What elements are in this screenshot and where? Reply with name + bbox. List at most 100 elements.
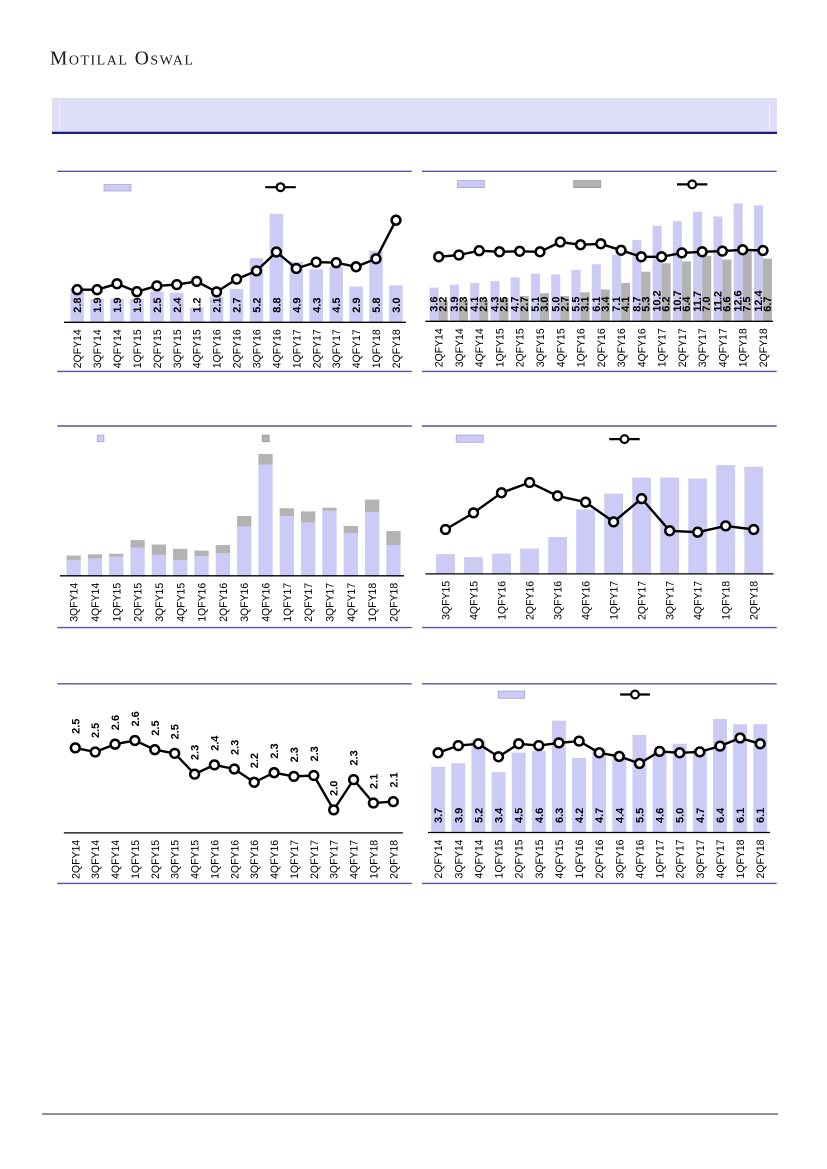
svg-text:3QFY15: 3QFY15 xyxy=(534,840,546,879)
svg-text:2QFY16: 2QFY16 xyxy=(594,840,606,879)
svg-text:4.7: 4.7 xyxy=(594,808,606,823)
svg-text:3QFY16: 3QFY16 xyxy=(239,583,251,622)
svg-text:1QFY17: 1QFY17 xyxy=(657,328,669,367)
svg-text:2QFY18: 2QFY18 xyxy=(758,328,770,367)
svg-text:4QFY16: 4QFY16 xyxy=(581,581,593,620)
svg-text:2.5: 2.5 xyxy=(170,724,182,739)
svg-text:4QFY16: 4QFY16 xyxy=(636,328,648,367)
svg-text:3QFY14: 3QFY14 xyxy=(69,583,81,622)
svg-text:2.5: 2.5 xyxy=(498,297,510,312)
svg-text:1QFY16: 1QFY16 xyxy=(574,840,586,879)
svg-text:4QFY17: 4QFY17 xyxy=(346,583,358,622)
svg-text:3QFY16: 3QFY16 xyxy=(616,328,628,367)
svg-text:2QFY17: 2QFY17 xyxy=(303,583,315,622)
svg-text:4QFY16: 4QFY16 xyxy=(634,840,646,879)
svg-text:1.9: 1.9 xyxy=(132,298,144,313)
svg-text:1QFY18: 1QFY18 xyxy=(735,840,747,879)
svg-text:4.1: 4.1 xyxy=(620,297,632,312)
svg-text:2.8: 2.8 xyxy=(72,298,84,313)
svg-text:4QFY17: 4QFY17 xyxy=(693,581,705,620)
svg-text:1QFY15: 1QFY15 xyxy=(494,840,506,879)
svg-text:5.8: 5.8 xyxy=(371,298,383,313)
svg-text:3QFY14: 3QFY14 xyxy=(453,840,465,879)
svg-text:1QFY17: 1QFY17 xyxy=(609,581,621,620)
svg-text:4.9: 4.9 xyxy=(291,298,303,313)
svg-text:4QFY17: 4QFY17 xyxy=(717,328,729,367)
svg-text:6.1: 6.1 xyxy=(755,808,767,823)
svg-text:4.6: 4.6 xyxy=(534,808,546,823)
svg-text:3.0: 3.0 xyxy=(391,298,403,313)
svg-text:3QFY15: 3QFY15 xyxy=(172,329,184,368)
svg-text:4QFY15: 4QFY15 xyxy=(554,840,566,879)
svg-text:2.7: 2.7 xyxy=(519,297,531,312)
svg-text:3QFY17: 3QFY17 xyxy=(324,583,336,622)
svg-text:2.3: 2.3 xyxy=(458,297,470,312)
svg-text:1QFY17: 1QFY17 xyxy=(289,840,301,879)
svg-text:3.6: 3.6 xyxy=(429,297,441,312)
svg-text:1QFY16: 1QFY16 xyxy=(497,581,509,620)
svg-text:7.1: 7.1 xyxy=(611,297,623,312)
svg-text:2.1: 2.1 xyxy=(388,772,400,787)
svg-text:4QFY16: 4QFY16 xyxy=(271,329,283,368)
svg-text:4QFY15: 4QFY15 xyxy=(469,581,481,620)
svg-text:2.1: 2.1 xyxy=(212,298,224,313)
svg-text:2QFY18: 2QFY18 xyxy=(388,840,400,879)
svg-text:1.9: 1.9 xyxy=(92,298,104,313)
svg-text:2QFY14: 2QFY14 xyxy=(70,840,82,879)
svg-text:3QFY15: 3QFY15 xyxy=(154,583,166,622)
svg-text:7.5: 7.5 xyxy=(742,297,754,312)
svg-text:1.9: 1.9 xyxy=(112,298,124,313)
svg-text:2QFY16: 2QFY16 xyxy=(218,583,230,622)
svg-text:6.2: 6.2 xyxy=(661,297,673,312)
svg-text:3.4: 3.4 xyxy=(600,296,612,312)
svg-text:3QFY16: 3QFY16 xyxy=(553,581,565,620)
svg-text:4.6: 4.6 xyxy=(655,808,667,823)
svg-text:3QFY17: 3QFY17 xyxy=(697,328,709,367)
svg-text:4QFY14: 4QFY14 xyxy=(110,840,122,879)
svg-text:2.2: 2.2 xyxy=(438,297,450,312)
svg-text:3QFY17: 3QFY17 xyxy=(695,840,707,879)
svg-text:2.3: 2.3 xyxy=(229,740,241,755)
svg-text:2.3: 2.3 xyxy=(478,297,490,312)
svg-text:10.2: 10.2 xyxy=(652,290,664,311)
svg-text:2QFY15: 2QFY15 xyxy=(133,583,145,622)
svg-text:2.4: 2.4 xyxy=(209,735,221,751)
svg-text:5.1: 5.1 xyxy=(530,297,542,312)
svg-text:2.7: 2.7 xyxy=(559,297,571,312)
svg-text:2.6: 2.6 xyxy=(130,711,142,726)
svg-text:5.5: 5.5 xyxy=(634,808,646,823)
svg-text:3.1: 3.1 xyxy=(580,297,592,312)
svg-text:4QFY16: 4QFY16 xyxy=(261,583,273,622)
svg-text:4.7: 4.7 xyxy=(695,808,707,823)
svg-text:4QFY14: 4QFY14 xyxy=(474,328,486,367)
svg-text:6.6: 6.6 xyxy=(721,297,733,312)
svg-text:2QFY17: 2QFY17 xyxy=(637,581,649,620)
svg-text:2.4: 2.4 xyxy=(172,297,184,313)
svg-text:Motilal Oswal: Motilal Oswal xyxy=(50,49,194,70)
svg-text:4QFY15: 4QFY15 xyxy=(192,329,204,368)
svg-text:2QFY16: 2QFY16 xyxy=(525,581,537,620)
svg-text:3QFY14: 3QFY14 xyxy=(454,328,466,367)
svg-text:4.3: 4.3 xyxy=(311,298,323,313)
svg-text:8.8: 8.8 xyxy=(271,298,283,313)
svg-text:2QFY17: 2QFY17 xyxy=(309,840,321,879)
svg-text:1QFY18: 1QFY18 xyxy=(721,581,733,620)
svg-text:3.9: 3.9 xyxy=(453,808,465,823)
svg-text:4QFY14: 4QFY14 xyxy=(112,329,124,368)
svg-text:1QFY16: 1QFY16 xyxy=(197,583,209,622)
svg-text:4QFY15: 4QFY15 xyxy=(175,583,187,622)
svg-text:5.0: 5.0 xyxy=(550,297,562,312)
svg-text:4.5: 4.5 xyxy=(331,298,343,313)
svg-text:5.2: 5.2 xyxy=(251,298,263,313)
svg-text:1QFY15: 1QFY15 xyxy=(111,583,123,622)
svg-text:2.7: 2.7 xyxy=(232,298,244,313)
svg-text:4.4: 4.4 xyxy=(614,807,626,823)
svg-text:3QFY16: 3QFY16 xyxy=(614,840,626,879)
svg-text:12.6: 12.6 xyxy=(733,290,745,311)
svg-text:3QFY15: 3QFY15 xyxy=(535,328,547,367)
svg-text:2.0: 2.0 xyxy=(329,781,341,796)
svg-text:4.7: 4.7 xyxy=(510,297,522,312)
svg-text:11.7: 11.7 xyxy=(692,291,704,312)
svg-text:4QFY15: 4QFY15 xyxy=(190,840,202,879)
svg-text:8.7: 8.7 xyxy=(631,297,643,312)
